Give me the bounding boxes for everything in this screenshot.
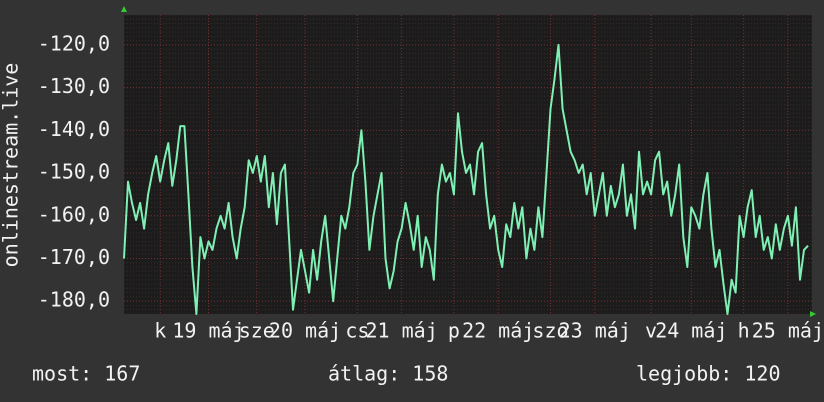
x-tick-label: k <box>154 319 166 343</box>
x-arrow <box>810 311 816 317</box>
y-arrow <box>121 6 127 12</box>
y-tick-label: -170,0 <box>38 245 110 269</box>
x-tick-label: h <box>738 319 750 343</box>
stat-average: átlag: 158 <box>328 362 448 386</box>
y-tick-label: -160,0 <box>38 202 110 226</box>
x-tick-label: 24 máj <box>655 319 727 343</box>
y-tick-label: -120,0 <box>38 31 110 55</box>
x-tick-label: p <box>448 319 460 343</box>
y-tick-label: -150,0 <box>38 160 110 184</box>
y-tick-label: -180,0 <box>38 288 110 312</box>
x-tick-label: sze <box>239 319 275 343</box>
stat-best: legjobb: 120 <box>636 362 781 386</box>
stat-current: most: 167 <box>32 362 140 386</box>
y-tick-label: -140,0 <box>38 117 110 141</box>
x-tick-label: 20 máj <box>269 319 341 343</box>
y-tick-label: -130,0 <box>38 74 110 98</box>
x-tick-label: 19 máj <box>172 319 244 343</box>
x-tick-label: cs <box>345 319 369 343</box>
data-line <box>123 43 809 315</box>
y-axis-label: onlinestream.live <box>0 63 23 268</box>
x-tick-label: szo <box>532 319 568 343</box>
x-tick-label: 25 máj <box>752 319 824 343</box>
x-tick-label: 22 máj <box>462 319 534 343</box>
x-tick-label: 23 máj <box>559 319 631 343</box>
x-tick-label: v <box>645 319 657 343</box>
plot-area <box>124 15 812 314</box>
x-tick-label: 21 máj <box>365 319 437 343</box>
